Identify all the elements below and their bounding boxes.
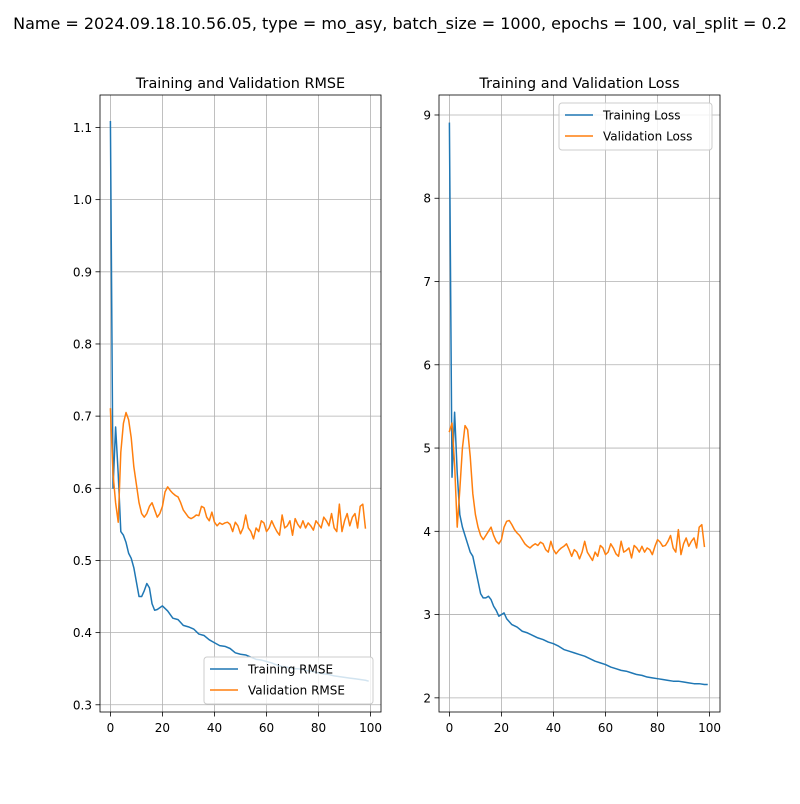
x-tick-label: 40: [546, 721, 561, 735]
y-tick-label: 8: [423, 192, 431, 206]
y-tick-label: 3: [423, 608, 431, 622]
legend-label: Validation RMSE: [248, 684, 345, 698]
y-tick-label: 0.6: [73, 482, 92, 496]
figure-suptitle: Name = 2024.09.18.10.56.05, type = mo_as…: [13, 14, 787, 33]
legend-label: Training RMSE: [247, 663, 333, 677]
y-tick-label: 0.3: [73, 698, 92, 712]
series-line-validation-rmse: [109, 408, 367, 540]
series-line-training-loss: [448, 122, 708, 686]
axes-frame: [99, 94, 382, 713]
legend: Training Loss Validation Loss: [558, 102, 713, 151]
x-tick-label: 80: [650, 721, 665, 735]
y-tick-label: 7: [423, 275, 431, 289]
y-tick-label: 0.9: [73, 265, 92, 279]
x-tick-label: 60: [598, 721, 613, 735]
x-tick-label: 0: [107, 721, 115, 735]
legend-box: [558, 102, 713, 151]
legend-label: Validation Loss: [603, 130, 692, 144]
chart-title: Training and Validation RMSE: [135, 76, 345, 92]
chart-title: Training and Validation Loss: [478, 76, 679, 92]
axes-frame: [438, 94, 721, 713]
x-tick-label: 60: [259, 721, 274, 735]
y-tick-label: 0.4: [73, 626, 92, 640]
x-tick-label: 20: [155, 721, 170, 735]
y-tick-label: 6: [423, 358, 431, 372]
y-tick-label: 1.0: [73, 193, 92, 207]
y-tick-label: 4: [423, 525, 431, 539]
y-tick-label: 1.1: [73, 121, 92, 135]
x-tick-label: 100: [698, 721, 721, 735]
y-tick-label: 0.7: [73, 410, 92, 424]
series-line-validation-loss: [448, 422, 706, 562]
chart-panel-2: 0 20 40 60 80 100 2 3 4 5 6 7 8 9 Training and Validat…: [423, 76, 721, 735]
x-tick-label: 40: [207, 721, 222, 735]
x-tick-label: 0: [446, 721, 454, 735]
series-line-training-rmse: [109, 120, 369, 682]
x-tick-label: 100: [359, 721, 382, 735]
y-tick-label: 5: [423, 442, 431, 456]
y-tick-label: 2: [423, 691, 431, 705]
legend-box: [203, 656, 374, 705]
y-tick-label: 9: [423, 108, 431, 122]
x-tick-label: 80: [311, 721, 326, 735]
chart-panel-1: 0 20 40 60 80 100 0.3 0.4 0.5 0.6 0.7 0.8 0.9 1.0 1.1 T…: [73, 76, 382, 735]
x-tick-label: 20: [494, 721, 509, 735]
y-tick-label: 0.8: [73, 337, 92, 351]
y-tick-label: 0.5: [73, 554, 92, 568]
legend-label: Training Loss: [602, 109, 680, 123]
legend: Training RMSE Validation RMSE: [203, 656, 374, 705]
